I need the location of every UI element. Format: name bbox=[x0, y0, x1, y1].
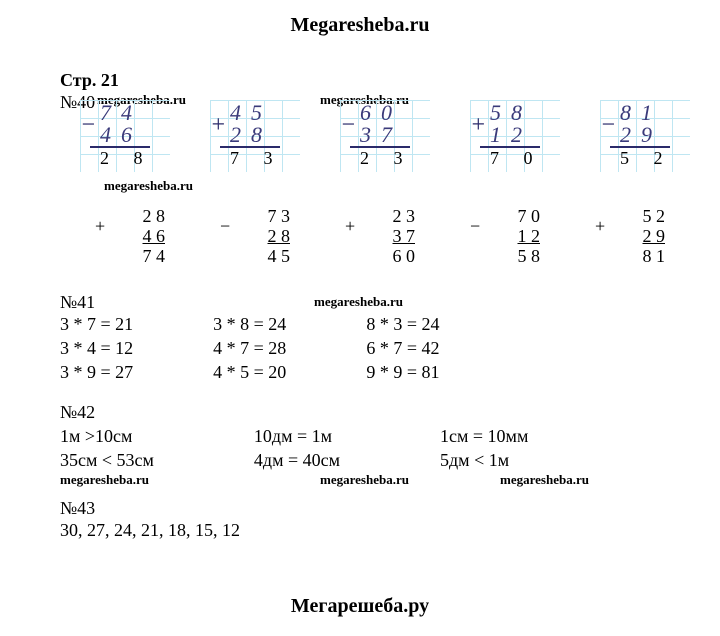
operand-2: 2 8 bbox=[220, 226, 290, 246]
check-problem: − 7 3 2 8 4 5 bbox=[220, 206, 290, 266]
exercise-41-equations: 3 * 7 = 21 3 * 4 = 12 3 * 9 = 27 3 * 8 =… bbox=[60, 312, 439, 384]
column-problem: + 45 28 7 3 bbox=[210, 100, 300, 172]
equation: 3 * 4 = 12 bbox=[60, 336, 133, 360]
check-problem: − 7 0 1 2 5 8 bbox=[470, 206, 540, 266]
result: 5 8 bbox=[470, 246, 540, 266]
result: 2 3 bbox=[360, 148, 413, 169]
operand-2: 1 2 bbox=[470, 226, 540, 246]
result: 7 0 bbox=[490, 148, 543, 169]
sign: + bbox=[95, 216, 105, 236]
operand-1: 5 2 bbox=[595, 206, 665, 226]
exercise-42-comparisons: 1м >10см 35см < 53см 10дм = 1м 4дм = 40с… bbox=[60, 424, 528, 472]
comparison: 5дм < 1м bbox=[440, 448, 528, 472]
equation: 9 * 9 = 81 bbox=[366, 360, 439, 384]
result: 6 0 bbox=[345, 246, 415, 266]
exercise-40-check-row: + 2 8 4 6 7 4 − 7 3 2 8 4 5 + 2 3 3 7 6 … bbox=[95, 206, 665, 266]
operand-1: 2 3 bbox=[345, 206, 415, 226]
operand-2: 12 bbox=[490, 122, 532, 148]
operand-1: 7 0 bbox=[470, 206, 540, 226]
column-problem: + 58 12 7 0 bbox=[470, 100, 560, 172]
result: 4 5 bbox=[220, 246, 290, 266]
operand-2: 28 bbox=[230, 122, 272, 148]
watermark: megaresheba.ru bbox=[320, 472, 409, 488]
sign: + bbox=[345, 216, 355, 236]
header-title: Megaresheba.ru bbox=[0, 0, 720, 37]
column-problem: − 81 29 5 2 bbox=[600, 100, 690, 172]
footer-title: Мегарешеба.ру bbox=[0, 595, 720, 618]
equation: 6 * 7 = 42 bbox=[366, 336, 439, 360]
operand-2: 4 6 bbox=[95, 226, 165, 246]
equation: 8 * 3 = 24 bbox=[366, 312, 439, 336]
comparison-column: 1см = 10мм 5дм < 1м bbox=[440, 424, 528, 472]
sign: − bbox=[220, 216, 230, 236]
equation: 4 * 7 = 28 bbox=[213, 336, 286, 360]
watermark: megaresheba.ru bbox=[500, 472, 589, 488]
operand-2: 3 7 bbox=[345, 226, 415, 246]
operand-2: 29 bbox=[620, 122, 662, 148]
column-problem: − 74 46 2 8 bbox=[80, 100, 170, 172]
equation: 3 * 9 = 27 bbox=[60, 360, 133, 384]
sign: − bbox=[470, 216, 480, 236]
comparison: 35см < 53см bbox=[60, 448, 154, 472]
comparison-column: 1м >10см 35см < 53см bbox=[60, 424, 154, 472]
comparison: 4дм = 40см bbox=[254, 448, 340, 472]
sign: + bbox=[210, 112, 226, 139]
comparison: 10дм = 1м bbox=[254, 424, 340, 448]
watermark: megaresheba.ru bbox=[314, 294, 403, 310]
comparison-column: 10дм = 1м 4дм = 40см bbox=[254, 424, 340, 472]
exercise-41-label: №41 bbox=[60, 292, 95, 313]
sign: + bbox=[470, 112, 486, 139]
check-problem: + 2 3 3 7 6 0 bbox=[345, 206, 415, 266]
sign: − bbox=[340, 112, 356, 139]
result: 7 3 bbox=[230, 148, 283, 169]
equation: 3 * 7 = 21 bbox=[60, 312, 133, 336]
equation: 3 * 8 = 24 bbox=[213, 312, 286, 336]
watermark: megaresheba.ru bbox=[104, 178, 193, 194]
operand-1: 7 3 bbox=[220, 206, 290, 226]
sign: − bbox=[600, 112, 616, 139]
operand-2: 46 bbox=[100, 122, 142, 148]
operand-2: 37 bbox=[360, 122, 402, 148]
comparison: 1см = 10мм bbox=[440, 424, 528, 448]
watermark: megaresheba.ru bbox=[60, 472, 149, 488]
operand-2: 2 9 bbox=[595, 226, 665, 246]
result: 8 1 bbox=[595, 246, 665, 266]
equation-column: 3 * 7 = 21 3 * 4 = 12 3 * 9 = 27 bbox=[60, 312, 133, 384]
sign: + bbox=[595, 216, 605, 236]
sign: − bbox=[80, 112, 96, 139]
page-reference: Стр. 21 bbox=[60, 70, 119, 91]
result: 2 8 bbox=[100, 148, 153, 169]
exercise-42-label: №42 bbox=[60, 402, 95, 423]
equation-column: 8 * 3 = 24 6 * 7 = 42 9 * 9 = 81 bbox=[366, 312, 439, 384]
equation: 4 * 5 = 20 bbox=[213, 360, 286, 384]
operand-1: 2 8 bbox=[95, 206, 165, 226]
column-problem: − 60 37 2 3 bbox=[340, 100, 430, 172]
equation-column: 3 * 8 = 24 4 * 7 = 28 4 * 5 = 20 bbox=[213, 312, 286, 384]
exercise-43-label: №43 bbox=[60, 498, 95, 519]
exercise-43-sequence: 30, 27, 24, 21, 18, 15, 12 bbox=[60, 520, 240, 541]
check-problem: + 5 2 2 9 8 1 bbox=[595, 206, 665, 266]
result: 5 2 bbox=[620, 148, 673, 169]
check-problem: + 2 8 4 6 7 4 bbox=[95, 206, 165, 266]
comparison: 1м >10см bbox=[60, 424, 154, 448]
exercise-40-grid-row: − 74 46 2 8 + 45 28 7 3 − 60 37 2 3 + 58… bbox=[80, 100, 690, 172]
result: 7 4 bbox=[95, 246, 165, 266]
